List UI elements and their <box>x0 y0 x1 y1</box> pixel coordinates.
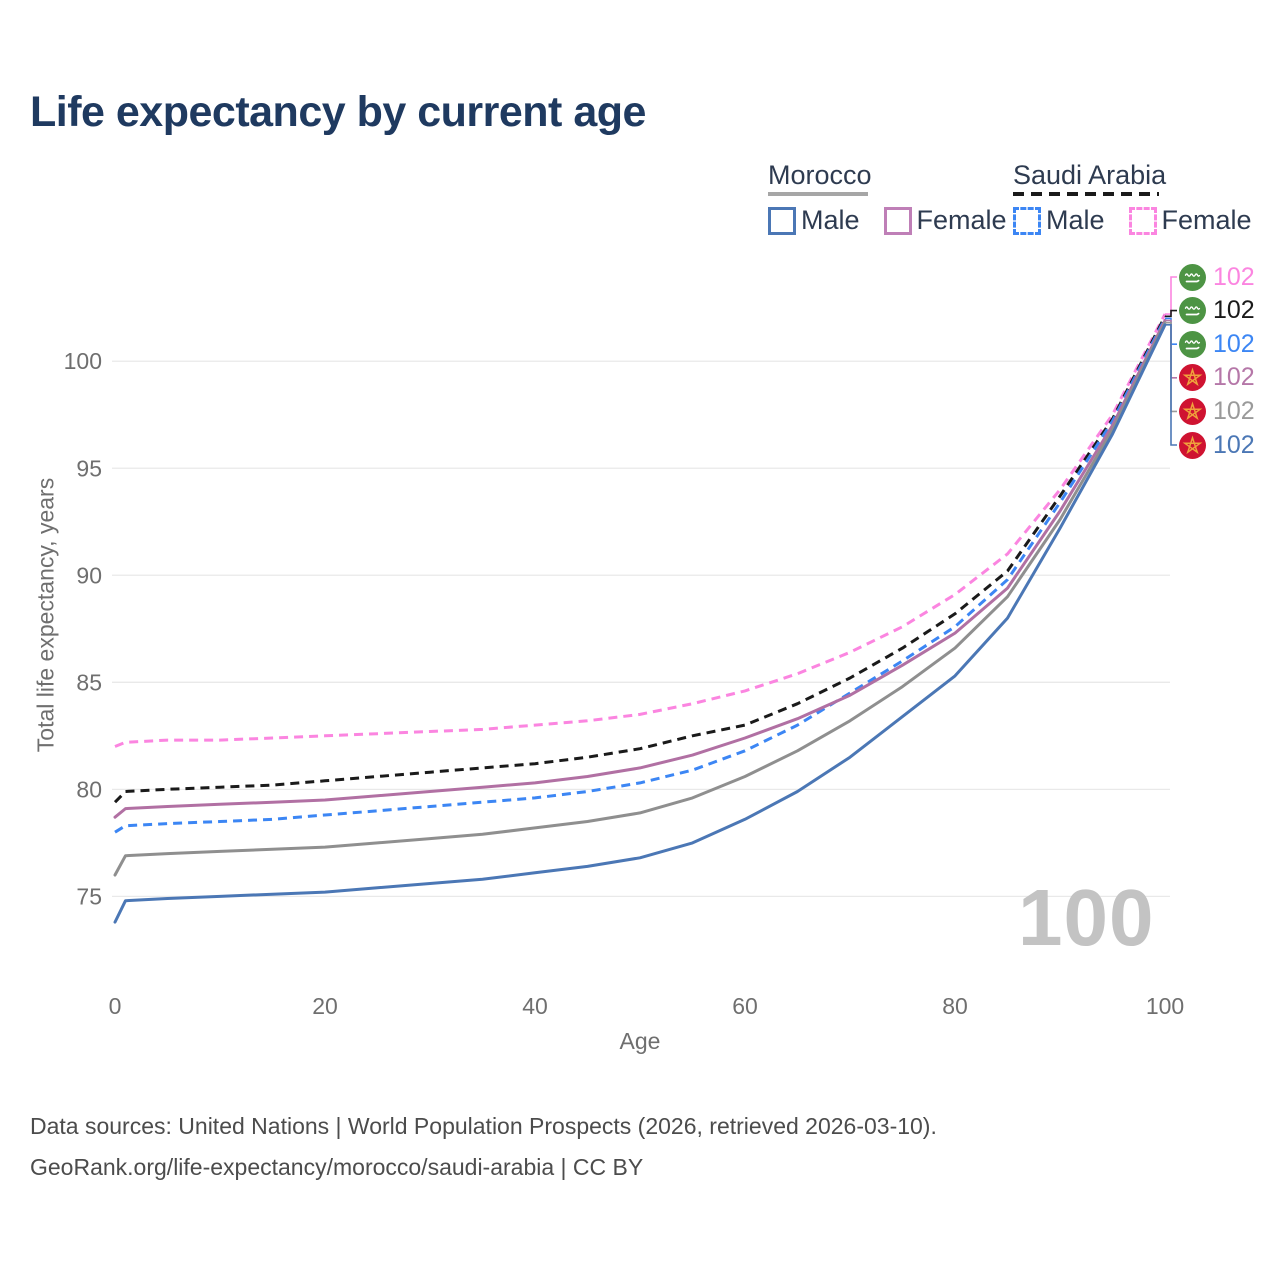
series-line-saudi-arabia-female <box>114 313 1167 748</box>
end-label-saudi-arabia-saudi-arabia-both-sexes: 102 <box>1179 296 1255 325</box>
legend-item-label: Male <box>801 205 860 235</box>
legend-item-morocco-male[interactable]: Male <box>768 205 860 236</box>
x-tick-label-60: 60 <box>732 993 758 1019</box>
y-tick-label-95: 95 <box>76 455 102 481</box>
saudi-arabia-flag-icon <box>1179 263 1206 291</box>
series-line-morocco-female <box>113 319 1167 819</box>
attribution-link-text[interactable]: GeoRank.org/life-expectancy/morocco/saud… <box>30 1154 644 1180</box>
y-tick-label-75: 75 <box>76 883 102 909</box>
x-tick-label-20: 20 <box>312 993 338 1019</box>
series-line-saudi-arabia-male <box>114 317 1167 834</box>
legend-group-title-saudi-arabia: Saudi Arabia <box>1013 160 1167 190</box>
legend-saudi-line-style-swatch <box>1013 192 1159 196</box>
end-label-value: 102 <box>1213 363 1255 392</box>
legend-item-label: Female <box>916 205 1007 235</box>
morocco-flag-icon <box>1179 364 1206 392</box>
end-label-connector <box>1165 323 1177 446</box>
end-label-value: 102 <box>1213 430 1255 459</box>
end-label-saudi-arabia-saudi-arabia-female: 102 <box>1179 263 1255 291</box>
legend-item-saudi-male[interactable]: Male <box>1013 205 1105 236</box>
data-sources-text: Data sources: United Nations | World Pop… <box>30 1113 937 1139</box>
series-line-morocco-both-sexes <box>113 321 1167 877</box>
age-counter-watermark: 100 <box>1018 873 1155 962</box>
morocco-male-swatch-icon <box>768 206 796 235</box>
y-tick-label-90: 90 <box>76 562 102 588</box>
legend-item-label: Female <box>1161 205 1252 235</box>
footer: Data sources: United Nations | World Pop… <box>30 1106 937 1188</box>
saudi-arabia-flag-icon <box>1179 297 1206 325</box>
morocco-female-swatch-icon <box>883 206 912 235</box>
legend-item-saudi-female[interactable]: Female <box>1128 205 1252 236</box>
x-tick-label-100: 100 <box>1146 993 1184 1019</box>
legend-group-morocco: Morocco Male Female <box>768 160 1031 236</box>
end-label-morocco-morocco-female: 102 <box>1179 363 1255 392</box>
end-label-connector <box>1165 309 1177 318</box>
x-tick-label-80: 80 <box>942 993 968 1019</box>
saudi-female-swatch-icon <box>1128 206 1157 235</box>
morocco-flag-icon <box>1179 397 1206 425</box>
end-label-morocco-morocco-both-sexes: 102 <box>1179 397 1255 425</box>
series-line-saudi-arabia-both-sexes <box>113 315 1167 804</box>
end-label-connector <box>1165 276 1177 315</box>
end-label-saudi-arabia-saudi-arabia-male: 102 <box>1179 330 1255 358</box>
chart-title: Life expectancy by current age <box>30 88 646 136</box>
x-axis-title: Age <box>619 1028 661 1054</box>
legend-item-label: Male <box>1046 205 1105 235</box>
y-tick-label-80: 80 <box>76 776 102 802</box>
morocco-flag-icon <box>1179 431 1206 459</box>
x-tick-label-0: 0 <box>109 993 122 1019</box>
end-label-value: 102 <box>1213 262 1255 291</box>
legend-morocco-line-style-swatch <box>768 192 868 196</box>
end-label-value: 102 <box>1213 396 1255 425</box>
end-label-value: 102 <box>1213 296 1255 325</box>
y-tick-label-85: 85 <box>76 669 102 695</box>
y-tick-label-100: 100 <box>64 348 102 374</box>
end-label-morocco-morocco-male: 102 <box>1179 431 1255 459</box>
legend-group-title-morocco: Morocco <box>768 160 872 190</box>
end-label-value: 102 <box>1213 329 1255 358</box>
saudi-male-swatch-icon <box>1013 206 1041 235</box>
legend-group-saudi-arabia: Saudi Arabia Male Female <box>1013 160 1276 236</box>
legend-item-morocco-female[interactable]: Female <box>883 205 1007 236</box>
x-tick-label-40: 40 <box>522 993 548 1019</box>
series-line-morocco-male <box>113 323 1167 924</box>
saudi-arabia-flag-icon <box>1179 330 1206 358</box>
y-axis-title: Total life expectancy, years <box>32 477 59 753</box>
